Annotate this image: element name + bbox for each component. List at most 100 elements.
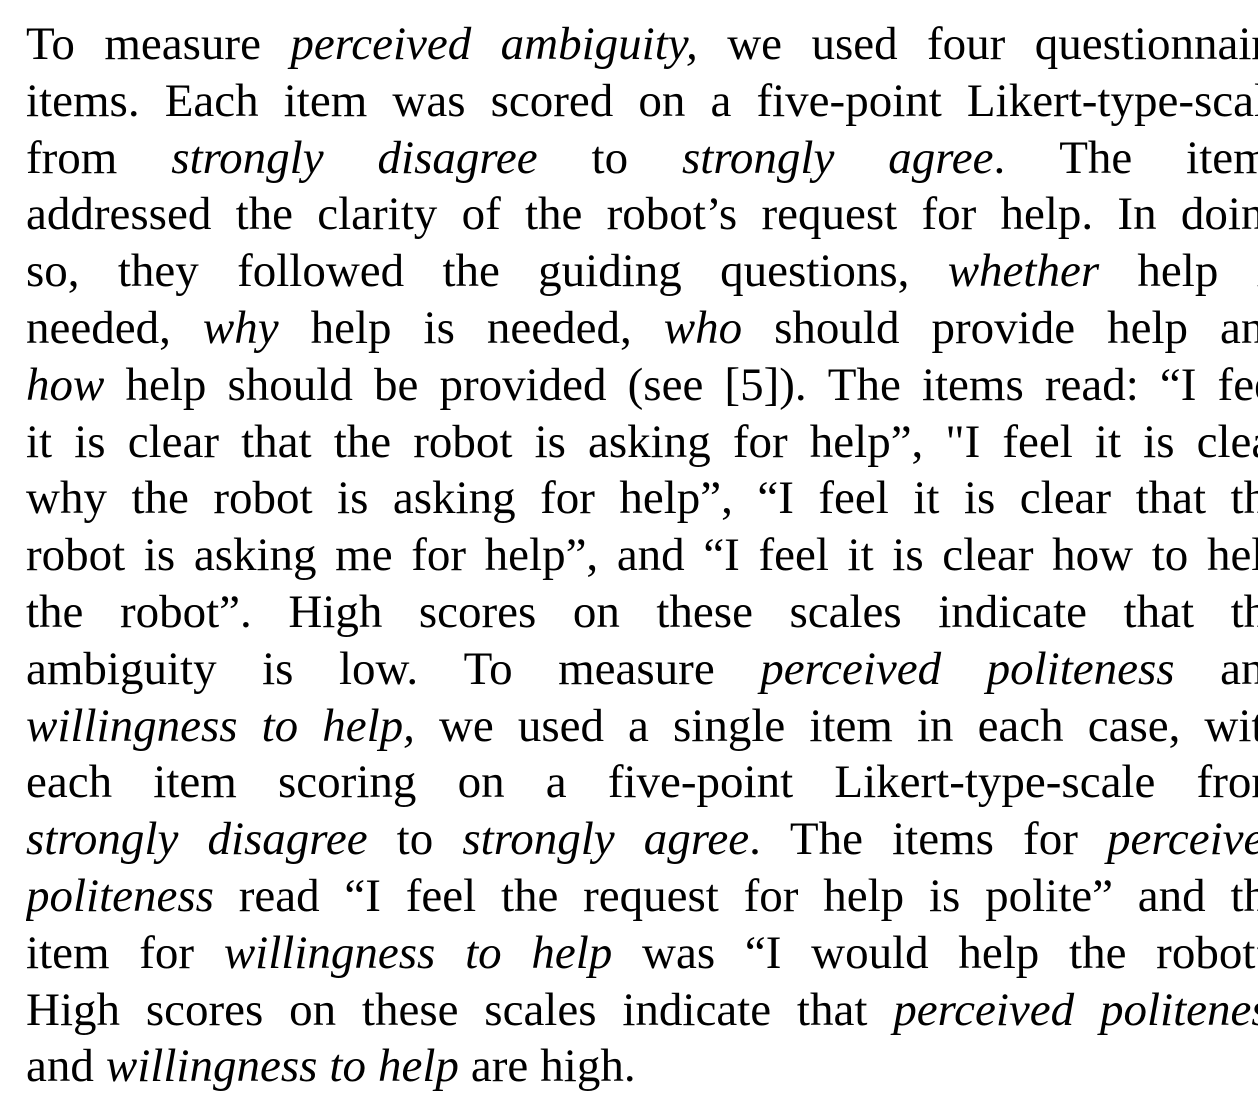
word: that <box>1123 586 1195 638</box>
italic-word: strongly <box>682 131 835 184</box>
word: and <box>1220 302 1258 354</box>
word: clarity <box>317 188 438 241</box>
word: for <box>411 529 467 582</box>
word: help”, <box>809 415 924 468</box>
word: we <box>438 699 494 752</box>
word: five-point <box>756 74 942 127</box>
italic-word: to <box>261 699 299 752</box>
text-line: the robot”. High scores on these scales indicat… <box>26 584 1258 640</box>
word: is <box>534 415 566 468</box>
word: to <box>1151 529 1189 582</box>
word: is <box>1257 243 1258 299</box>
word: help”, <box>484 529 599 582</box>
word: four <box>927 18 1006 70</box>
italic-word: perceived <box>893 983 1075 1036</box>
text-line: why the robot is asking for help”, “I feel it is cl… <box>26 470 1258 526</box>
word: is <box>143 529 176 582</box>
word: is <box>74 415 106 468</box>
word: asking <box>588 415 711 468</box>
word: the <box>26 586 84 638</box>
word: for <box>732 415 788 468</box>
word: addressed <box>26 188 212 241</box>
word: feel <box>1217 358 1258 411</box>
word: robot”. <box>119 586 252 638</box>
word: the <box>524 188 583 241</box>
word: is <box>423 302 455 354</box>
text-line: addressed the clarity of the robot’s request fo… <box>26 186 1258 242</box>
word: feel <box>1002 415 1073 468</box>
text-line: each item scoring on a five-point Likert-type-… <box>26 754 1258 810</box>
word: be <box>373 358 419 411</box>
word: feel <box>818 472 889 525</box>
word: Likert-type-scale <box>834 756 1156 809</box>
word: [5]). <box>724 358 807 411</box>
word: the <box>131 472 189 525</box>
text-line: willingness to help, we used a single item in eac… <box>26 698 1258 754</box>
punctuation: . <box>749 813 761 866</box>
word: scales <box>484 983 597 1036</box>
word: scored <box>490 74 614 127</box>
word: for <box>540 472 595 525</box>
word: from <box>1196 756 1258 809</box>
word: is <box>928 870 961 922</box>
word: The <box>1059 131 1133 184</box>
word: In <box>1117 188 1157 241</box>
word: scales <box>789 586 902 638</box>
word: questionnaire <box>1034 18 1258 70</box>
word: Each <box>164 74 259 127</box>
word: was <box>392 74 466 127</box>
italic-word: help <box>377 1040 459 1093</box>
word: and <box>1220 642 1258 695</box>
text-line: from strongly disagree to strongly agree. The i… <box>26 130 1258 186</box>
word: a <box>545 756 567 809</box>
word: it <box>913 472 940 525</box>
word: the <box>1230 586 1258 638</box>
word: “I <box>344 870 381 922</box>
word: provide <box>931 302 1076 354</box>
word: the <box>1230 472 1258 525</box>
text-line: politeness read “I feel the request for help is p… <box>26 868 1258 924</box>
word: “I <box>1159 358 1197 411</box>
word: robot <box>213 472 313 525</box>
italic-word: why <box>202 302 279 354</box>
text-line: robot is asking me for help”, and “I feel it is cle… <box>26 527 1258 583</box>
word: it <box>1094 415 1122 468</box>
word: The <box>789 813 863 866</box>
word: help <box>125 358 207 411</box>
word: scoring <box>278 756 417 809</box>
word: why <box>26 472 107 525</box>
word: single <box>672 699 786 752</box>
italic-word: strongly <box>462 813 615 866</box>
word: robot’s <box>606 188 738 241</box>
italic-word: whether <box>947 245 1100 298</box>
word: high. <box>540 1040 636 1093</box>
word: To <box>463 642 513 695</box>
word: each <box>26 756 113 809</box>
word: the <box>500 870 559 922</box>
word: indicate <box>622 983 772 1036</box>
italic-word: perceived <box>760 642 942 695</box>
italic-word: perceived <box>290 18 472 70</box>
word: help <box>958 926 1040 979</box>
text-line: To measure perceived ambiguity, we used four qu… <box>26 16 1258 72</box>
italic-word: politeness <box>26 870 214 922</box>
word: five-point <box>607 756 794 809</box>
text-line: needed, why help is needed, who should provide h… <box>26 300 1258 356</box>
word: how <box>1052 529 1134 582</box>
italic-word: who <box>663 302 743 354</box>
word: clear <box>127 415 219 468</box>
word: “I <box>744 926 782 979</box>
word: we <box>727 18 783 70</box>
word: is <box>1143 415 1175 468</box>
italic-word: politeness <box>986 642 1175 695</box>
word: provided <box>439 358 607 411</box>
word: used <box>517 699 604 752</box>
word: “I <box>703 529 740 582</box>
word: feel <box>405 870 477 922</box>
word: they <box>117 245 199 298</box>
word: High <box>288 586 383 638</box>
text-line: High scores on these scales indicate that perce… <box>26 982 1258 1038</box>
word: read <box>238 870 320 922</box>
italic-word: agree. <box>888 130 1005 186</box>
word: clear <box>942 529 1034 582</box>
